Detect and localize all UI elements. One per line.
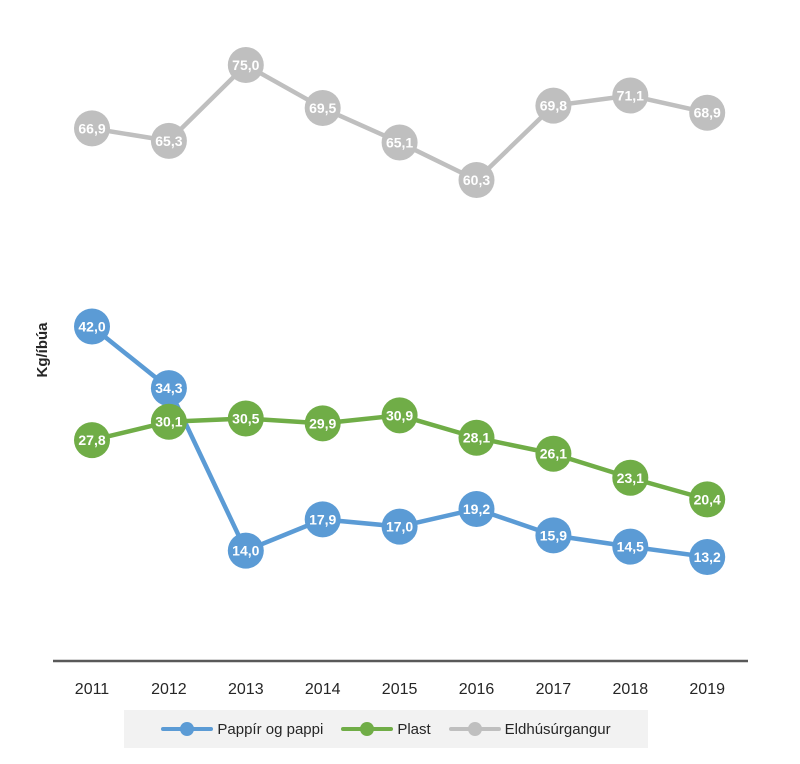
data-point [458, 490, 495, 527]
series-1: 27,8 30,1 30,5 29,9 30,9 28,1 26,1 23,1 20,4 [74, 397, 726, 518]
data-point [150, 122, 187, 159]
data-point [304, 90, 341, 127]
data-label: 17,9 [309, 511, 336, 527]
data-label: 28,1 [463, 430, 490, 446]
data-point [458, 162, 495, 198]
data-point [381, 508, 418, 545]
legend-label-kitchen-waste: Eldhúsúrgangur [504, 720, 611, 738]
data-point [150, 370, 187, 407]
data-label: 30,1 [155, 414, 182, 430]
legend-label-paper: Pappír og pappi [217, 720, 324, 738]
legend-item-paper: Pappír og pappi [161, 721, 323, 738]
data-label: 13,2 [694, 549, 721, 565]
data-point [227, 47, 264, 83]
x-tick-label: 2016 [459, 681, 495, 698]
data-label: 14,5 [617, 539, 644, 555]
data-label: 27,8 [78, 432, 105, 448]
legend-item-kitchen-waste: Eldhúsúrgangur [448, 720, 611, 738]
data-point [689, 539, 726, 575]
data-point [150, 403, 187, 440]
data-label: 15,9 [540, 527, 567, 543]
data-point [381, 124, 418, 161]
data-label: 65,1 [386, 134, 413, 150]
x-tick-label: 2017 [536, 681, 572, 698]
data-label: 26,1 [540, 446, 567, 462]
data-point [304, 501, 341, 538]
legend-swatch-kitchen-waste [448, 721, 501, 737]
x-tick-label: 2014 [305, 681, 341, 698]
x-tick-label: 2018 [613, 681, 649, 698]
x-tick-label: 2013 [228, 681, 264, 698]
x-tick-label: 2019 [689, 681, 725, 698]
data-label: 60,3 [463, 172, 490, 188]
data-point [689, 481, 726, 518]
series-0: 42,0 34,3 14,0 17,9 17,0 19,2 15,9 14,5 13,2 [74, 308, 726, 575]
data-label: 69,5 [309, 100, 336, 116]
x-tick-label: 2012 [151, 681, 187, 698]
x-tick-label: 2015 [382, 681, 418, 698]
data-point [304, 405, 341, 442]
data-label: 20,4 [694, 491, 721, 507]
data-point [74, 422, 110, 459]
series-line [91, 62, 708, 183]
y-axis-label: Kg/íbúa [34, 322, 51, 378]
data-point [227, 532, 264, 569]
data-point [458, 419, 495, 456]
data-label: 66,9 [78, 120, 105, 136]
x-axis-ticks: 2011 2012 2013 2014 2015 2016 2017 2018 2019 [75, 681, 725, 698]
legend: Pappír og pappi Plast Eldhúsúrgangur [124, 710, 648, 748]
data-point [689, 94, 726, 131]
data-label: 34,3 [155, 380, 182, 396]
data-label: 69,8 [540, 98, 567, 114]
series-layer: 66,9 65,3 75,0 69,5 65,1 60,3 69,8 71,1 68,9 42,0… [74, 47, 726, 575]
data-label: 30,5 [232, 411, 259, 427]
data-point [535, 87, 572, 124]
data-point [381, 397, 418, 434]
data-point [612, 77, 649, 114]
data-label: 29,9 [309, 415, 336, 431]
legend-label-plastic: Plast [397, 720, 431, 738]
data-point [535, 435, 572, 472]
legend-swatch-paper [161, 721, 214, 737]
data-point [535, 517, 572, 554]
data-label: 17,0 [386, 519, 413, 535]
x-tick-label: 2011 [75, 681, 110, 698]
series-2: 66,9 65,3 75,0 69,5 65,1 60,3 69,8 71,1 68,9 [74, 47, 726, 198]
legend-swatch-plastic [341, 721, 394, 737]
data-point [612, 459, 649, 496]
data-label: 71,1 [617, 88, 644, 104]
data-label: 23,1 [617, 470, 644, 486]
data-point [74, 110, 110, 147]
data-label: 30,9 [386, 407, 413, 423]
data-point [74, 308, 110, 345]
data-point [227, 400, 264, 437]
data-label: 68,9 [694, 105, 721, 121]
data-label: 14,0 [232, 543, 259, 559]
data-point [612, 528, 649, 565]
data-label: 75,0 [232, 57, 259, 73]
data-label: 19,2 [463, 501, 490, 517]
data-label: 65,3 [155, 133, 182, 149]
legend-item-plastic: Plast [341, 720, 431, 738]
data-label: 42,0 [78, 318, 105, 334]
